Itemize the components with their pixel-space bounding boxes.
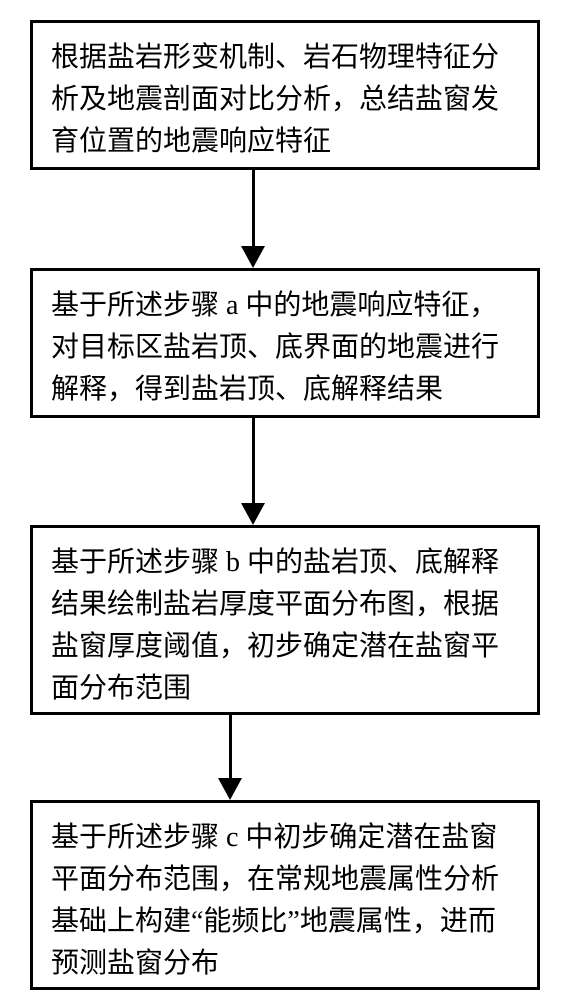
arrow-b-c-head-icon xyxy=(241,503,265,525)
arrow-a-b-line xyxy=(252,170,255,246)
arrow-b-c-line xyxy=(252,418,255,503)
step-d-box: 基于所述步骤 c 中初步确定潜在盐窗平面分布范围，在常规地震属性分析基础上构建“… xyxy=(30,800,540,990)
arrow-c-d-line xyxy=(229,715,232,778)
step-c-box: 基于所述步骤 b 中的盐岩顶、底解释结果绘制盐岩厚度平面分布图，根据盐窗厚度阈值… xyxy=(30,525,540,715)
step-a-text: 根据盐岩形变机制、岩石物理特征分析及地震剖面对比分析，总结盐窗发育位置的地震响应… xyxy=(51,37,519,163)
step-a-box: 根据盐岩形变机制、岩石物理特征分析及地震剖面对比分析，总结盐窗发育位置的地震响应… xyxy=(30,20,540,170)
step-b-text: 基于所述步骤 a 中的地震响应特征，对目标区盐岩顶、底界面的地震进行解释，得到盐… xyxy=(51,285,519,411)
flowchart-canvas: 根据盐岩形变机制、岩石物理特征分析及地震剖面对比分析，总结盐窗发育位置的地震响应… xyxy=(0,0,572,1000)
step-c-text: 基于所述步骤 b 中的盐岩顶、底解释结果绘制盐岩厚度平面分布图，根据盐窗厚度阈值… xyxy=(51,542,519,710)
arrow-c-d-head-icon xyxy=(218,778,242,800)
step-d-text: 基于所述步骤 c 中初步确定潜在盐窗平面分布范围，在常规地震属性分析基础上构建“… xyxy=(51,817,519,985)
arrow-a-b-head-icon xyxy=(241,246,265,268)
step-b-box: 基于所述步骤 a 中的地震响应特征，对目标区盐岩顶、底界面的地震进行解释，得到盐… xyxy=(30,268,540,418)
